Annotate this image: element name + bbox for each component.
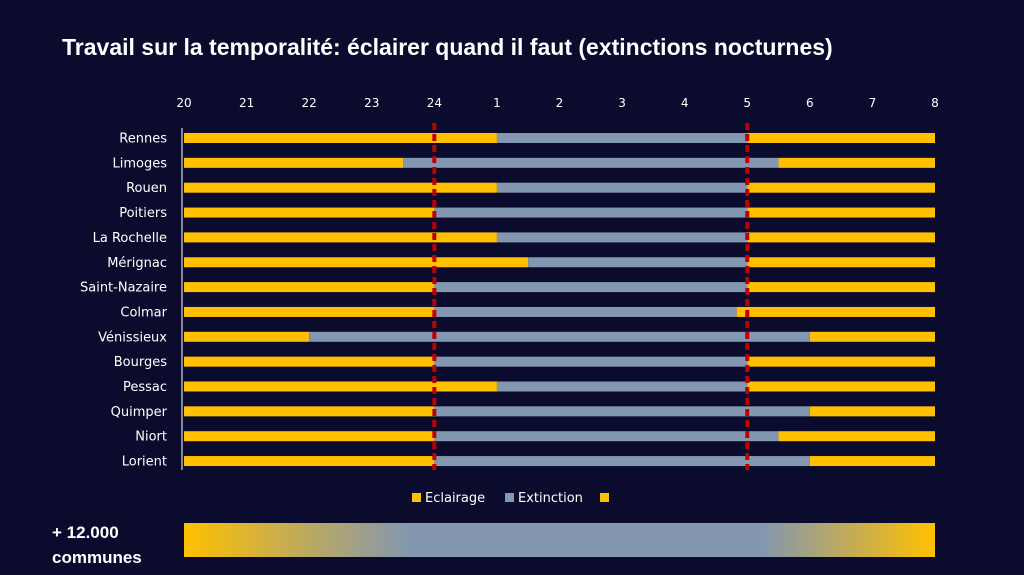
bar-lighting — [736, 306, 935, 317]
bar-lighting — [747, 356, 935, 367]
bar-lighting — [778, 157, 935, 168]
bar-extinction — [496, 133, 748, 143]
bar-lighting — [184, 431, 435, 442]
bar-lighting — [184, 207, 435, 218]
bar-lighting — [809, 456, 935, 467]
bar-lighting — [184, 456, 435, 467]
city-label: Pessac — [123, 380, 167, 395]
city-label: Vénissieux — [98, 330, 167, 345]
bar-extinction — [496, 182, 748, 193]
bar-lighting — [184, 182, 497, 193]
bars — [184, 133, 935, 467]
bar-lighting — [184, 406, 435, 417]
bar-lighting — [184, 232, 497, 243]
city-label: Niort — [135, 430, 167, 445]
city-label: Limoges — [113, 156, 168, 171]
legend-swatch — [600, 493, 609, 502]
city-label: Rouen — [126, 181, 167, 196]
city-label: Colmar — [120, 305, 167, 320]
city-label: Rennes — [119, 132, 167, 147]
night-lighting-chart: 20 21 22 23 24 1 2 3 4 5 6 7 8 RennesLimogesRouenPoi… — [80, 96, 939, 506]
footer-line-2: communes — [52, 548, 142, 567]
city-label: Mérignac — [107, 256, 167, 271]
bar-lighting — [747, 282, 935, 293]
bar-lighting — [184, 331, 310, 342]
bar-lighting — [747, 381, 935, 392]
bar-lighting — [747, 182, 935, 193]
x-tick-label: 8 — [931, 96, 939, 110]
bar-lighting — [809, 406, 935, 417]
time-markers — [432, 123, 750, 470]
bar-lighting — [184, 356, 435, 367]
x-tick-label: 21 — [239, 96, 254, 110]
legend-swatch — [412, 493, 421, 502]
city-label: Saint-Nazaire — [80, 281, 167, 296]
bar-lighting — [184, 157, 404, 168]
bar-extinction — [496, 232, 748, 243]
city-label: Quimper — [111, 405, 168, 420]
bar-lighting — [184, 133, 497, 143]
city-label: Poitiers — [119, 206, 167, 221]
bar-extinction — [434, 406, 810, 417]
city-label: La Rochelle — [93, 231, 167, 246]
bar-extinction — [309, 331, 810, 342]
bar-lighting — [184, 381, 497, 392]
bar-lighting — [747, 232, 935, 243]
legend-swatch — [505, 493, 514, 502]
bar-lighting — [184, 257, 529, 268]
x-tick-label: 23 — [364, 96, 379, 110]
bar-extinction — [528, 257, 748, 268]
city-labels: Rennes Limoges Rouen Poitiers La Rochelle Mér… — [80, 132, 168, 470]
x-tick-label: 3 — [618, 96, 626, 110]
gradient-fill — [184, 523, 935, 557]
x-tick-label: 22 — [302, 96, 317, 110]
x-tick-label: 5 — [743, 96, 751, 110]
bar-extinction — [434, 456, 810, 467]
x-axis-ticks: 20 21 22 23 24 1 2 3 4 5 6 7 8 — [176, 96, 938, 110]
footer-label: + 12.000 communes — [52, 520, 142, 570]
bar-lighting — [747, 133, 935, 143]
slide-title: Travail sur la temporalité: éclairer qua… — [62, 34, 833, 60]
bar-extinction — [496, 381, 748, 392]
lighting-gradient-bar — [184, 523, 935, 557]
bar-extinction — [434, 356, 748, 367]
x-tick-label: 4 — [681, 96, 689, 110]
bar-extinction — [403, 157, 779, 168]
x-tick-label: 24 — [427, 96, 442, 110]
bar-lighting — [747, 257, 935, 268]
bar-extinction — [434, 431, 779, 442]
x-tick-label: 7 — [869, 96, 877, 110]
bar-extinction — [434, 306, 737, 317]
legend-label: Eclairage — [425, 491, 485, 506]
x-tick-label: 1 — [493, 96, 501, 110]
bar-lighting — [809, 331, 935, 342]
bar-lighting — [747, 207, 935, 218]
bar-lighting — [778, 431, 935, 442]
footer-line-1: + 12.000 — [52, 523, 119, 542]
x-tick-label: 6 — [806, 96, 814, 110]
city-label: Bourges — [114, 355, 167, 370]
city-label: Lorient — [122, 455, 167, 470]
bar-lighting — [184, 306, 435, 317]
legend-label: Extinction — [518, 491, 583, 506]
x-tick-label: 20 — [176, 96, 191, 110]
bar-lighting — [184, 282, 435, 293]
bar-extinction — [434, 282, 748, 293]
x-tick-label: 2 — [556, 96, 564, 110]
bar-extinction — [434, 207, 748, 218]
legend: Eclairage Extinction — [412, 491, 609, 506]
